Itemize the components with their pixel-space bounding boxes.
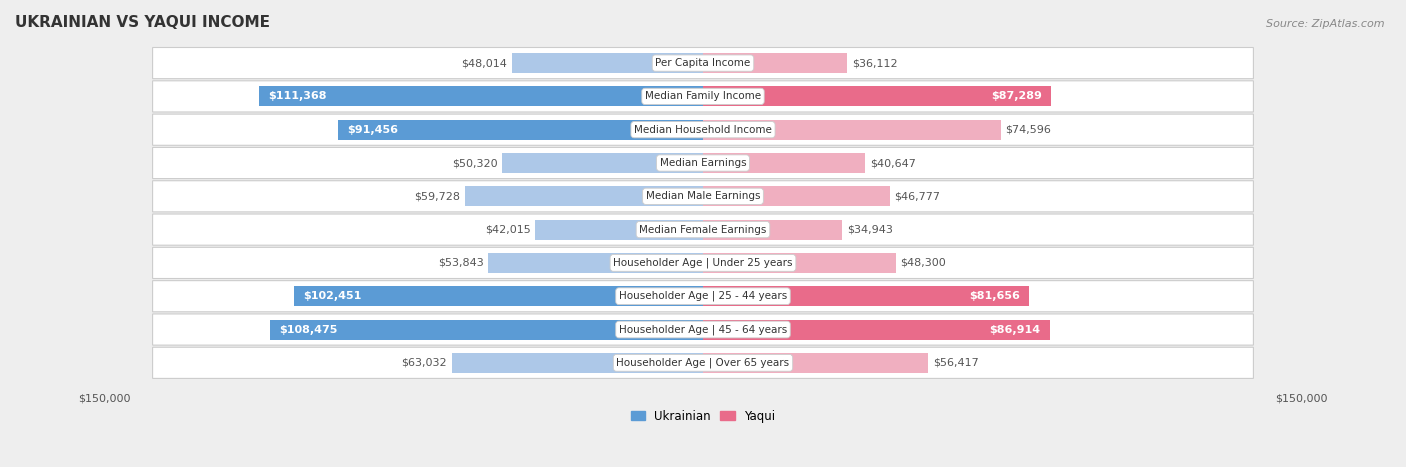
Bar xyxy=(294,286,703,306)
Text: Median Female Earnings: Median Female Earnings xyxy=(640,225,766,234)
Text: $36,112: $36,112 xyxy=(852,58,897,68)
Bar xyxy=(259,86,703,106)
FancyBboxPatch shape xyxy=(153,181,1253,212)
Bar xyxy=(703,153,865,173)
Bar xyxy=(451,353,703,373)
Text: $111,368: $111,368 xyxy=(267,92,326,101)
Bar xyxy=(703,319,1050,340)
FancyBboxPatch shape xyxy=(153,48,1253,78)
Bar xyxy=(488,253,703,273)
Text: $81,656: $81,656 xyxy=(969,291,1019,301)
Text: $34,943: $34,943 xyxy=(848,225,893,234)
Bar xyxy=(339,120,703,140)
Text: Householder Age | 45 - 64 years: Householder Age | 45 - 64 years xyxy=(619,324,787,335)
Bar xyxy=(703,353,928,373)
Text: $91,456: $91,456 xyxy=(347,125,398,134)
Text: Source: ZipAtlas.com: Source: ZipAtlas.com xyxy=(1267,19,1385,28)
Text: Median Family Income: Median Family Income xyxy=(645,92,761,101)
Bar xyxy=(536,219,703,240)
Bar xyxy=(703,186,890,206)
Text: UKRAINIAN VS YAQUI INCOME: UKRAINIAN VS YAQUI INCOME xyxy=(15,15,270,30)
Bar xyxy=(502,153,703,173)
Text: $86,914: $86,914 xyxy=(990,325,1040,334)
FancyBboxPatch shape xyxy=(153,81,1253,112)
FancyBboxPatch shape xyxy=(153,114,1253,145)
FancyBboxPatch shape xyxy=(153,314,1253,345)
Bar xyxy=(703,286,1029,306)
Bar xyxy=(465,186,703,206)
Text: $48,014: $48,014 xyxy=(461,58,506,68)
Text: $53,843: $53,843 xyxy=(437,258,484,268)
Text: Householder Age | 25 - 44 years: Householder Age | 25 - 44 years xyxy=(619,291,787,302)
Text: $87,289: $87,289 xyxy=(991,92,1042,101)
Text: $50,320: $50,320 xyxy=(451,158,498,168)
Legend: Ukrainian, Yaqui: Ukrainian, Yaqui xyxy=(626,405,780,427)
Text: $108,475: $108,475 xyxy=(280,325,337,334)
FancyBboxPatch shape xyxy=(153,148,1253,178)
Text: Median Earnings: Median Earnings xyxy=(659,158,747,168)
FancyBboxPatch shape xyxy=(153,248,1253,278)
Text: $40,647: $40,647 xyxy=(870,158,915,168)
Bar xyxy=(703,253,896,273)
Text: $63,032: $63,032 xyxy=(401,358,447,368)
Text: $48,300: $48,300 xyxy=(900,258,946,268)
Bar xyxy=(703,120,1001,140)
Text: $46,777: $46,777 xyxy=(894,191,941,201)
Bar xyxy=(703,219,842,240)
Text: Median Household Income: Median Household Income xyxy=(634,125,772,134)
Text: Householder Age | Over 65 years: Householder Age | Over 65 years xyxy=(616,358,790,368)
Text: Per Capita Income: Per Capita Income xyxy=(655,58,751,68)
Text: Householder Age | Under 25 years: Householder Age | Under 25 years xyxy=(613,258,793,268)
Text: $102,451: $102,451 xyxy=(304,291,361,301)
Bar xyxy=(512,53,703,73)
FancyBboxPatch shape xyxy=(153,347,1253,378)
FancyBboxPatch shape xyxy=(153,214,1253,245)
Bar xyxy=(270,319,703,340)
Text: Median Male Earnings: Median Male Earnings xyxy=(645,191,761,201)
Bar xyxy=(703,86,1052,106)
Text: $74,596: $74,596 xyxy=(1005,125,1052,134)
FancyBboxPatch shape xyxy=(153,281,1253,312)
Text: $56,417: $56,417 xyxy=(932,358,979,368)
Text: $42,015: $42,015 xyxy=(485,225,530,234)
Bar xyxy=(703,53,846,73)
Text: $59,728: $59,728 xyxy=(413,191,460,201)
